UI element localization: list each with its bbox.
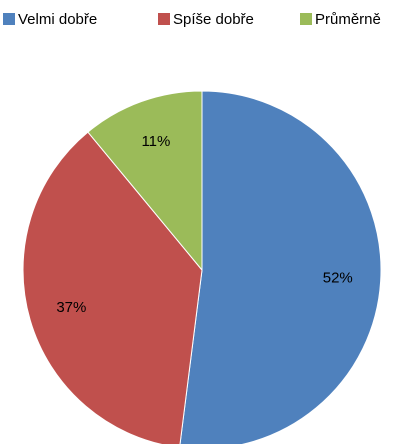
legend-swatch <box>3 13 15 25</box>
pie-slice <box>87 90 203 272</box>
data-label: 52% <box>323 270 353 287</box>
pie-slice <box>179 90 382 444</box>
legend-swatch <box>300 13 312 25</box>
legend-swatch <box>158 13 170 25</box>
data-label: 11% <box>141 133 170 150</box>
legend-label: Spíše dobře <box>173 11 254 28</box>
pie-slice <box>22 131 203 444</box>
legend-label: Průměrně <box>315 11 381 28</box>
legend-label: Velmi dobře <box>18 11 97 28</box>
data-label: 37% <box>56 299 86 316</box>
